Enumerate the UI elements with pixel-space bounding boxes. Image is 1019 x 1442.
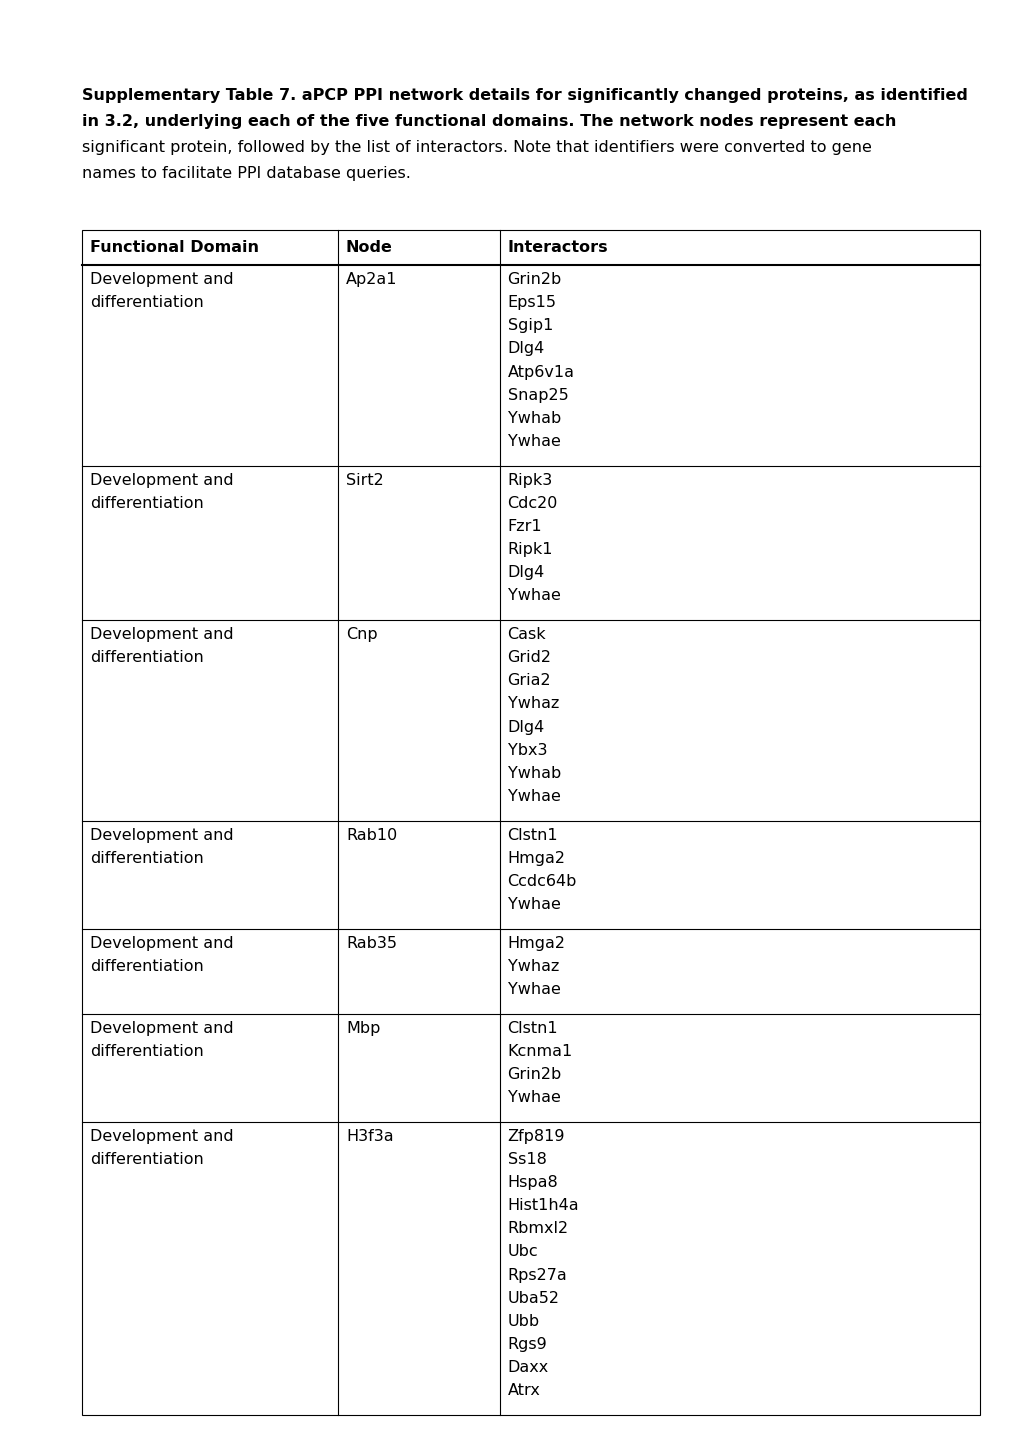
Text: differentiation: differentiation [90, 1044, 204, 1058]
Text: Grid2: Grid2 [507, 650, 551, 665]
Text: Snap25: Snap25 [507, 388, 568, 402]
Text: Functional Domain: Functional Domain [90, 239, 259, 255]
Text: Dlg4: Dlg4 [507, 565, 544, 580]
Text: Sgip1: Sgip1 [507, 319, 552, 333]
Text: Ywhae: Ywhae [507, 897, 559, 913]
Text: Ywhae: Ywhae [507, 1090, 559, 1105]
Text: Uba52: Uba52 [507, 1291, 559, 1306]
Text: Ywhab: Ywhab [507, 766, 560, 782]
Text: significant protein, followed by the list of interactors. Note that identifiers : significant protein, followed by the lis… [82, 140, 871, 154]
Text: Mbp: Mbp [345, 1021, 380, 1035]
Text: names to facilitate PPI database queries.: names to facilitate PPI database queries… [82, 166, 411, 182]
Text: Ripk3: Ripk3 [507, 473, 552, 487]
Text: Development and: Development and [90, 1129, 233, 1144]
Text: Hmga2: Hmga2 [507, 851, 565, 865]
Text: Ywhae: Ywhae [507, 434, 559, 448]
Text: Fzr1: Fzr1 [507, 519, 542, 534]
Text: Ybx3: Ybx3 [507, 743, 546, 758]
Text: Clstn1: Clstn1 [507, 828, 557, 842]
Text: Cask: Cask [507, 627, 545, 642]
Text: Cdc20: Cdc20 [507, 496, 557, 510]
Text: Ripk1: Ripk1 [507, 542, 552, 557]
Text: Daxx: Daxx [507, 1360, 548, 1376]
Text: Ap2a1: Ap2a1 [345, 273, 397, 287]
Text: Grin2b: Grin2b [507, 273, 561, 287]
Text: Ccdc64b: Ccdc64b [507, 874, 577, 890]
Text: Hist1h4a: Hist1h4a [507, 1198, 579, 1213]
Text: Atp6v1a: Atp6v1a [507, 365, 574, 379]
Text: Eps15: Eps15 [507, 296, 556, 310]
Text: Kcnma1: Kcnma1 [507, 1044, 573, 1058]
Text: Node: Node [345, 239, 392, 255]
Text: differentiation: differentiation [90, 296, 204, 310]
Text: Dlg4: Dlg4 [507, 342, 544, 356]
Text: Ubb: Ubb [507, 1314, 539, 1330]
Text: Gria2: Gria2 [507, 673, 550, 688]
Text: Development and: Development and [90, 1021, 233, 1035]
Text: Ywhae: Ywhae [507, 982, 559, 996]
Text: Development and: Development and [90, 473, 233, 487]
Text: Ywhae: Ywhae [507, 588, 559, 603]
Text: Atrx: Atrx [507, 1383, 540, 1399]
Text: Sirt2: Sirt2 [345, 473, 383, 487]
Text: Zfp819: Zfp819 [507, 1129, 565, 1144]
Text: Ywhab: Ywhab [507, 411, 560, 425]
Text: Ywhae: Ywhae [507, 789, 559, 805]
Text: Rps27a: Rps27a [507, 1268, 567, 1282]
Text: Clstn1: Clstn1 [507, 1021, 557, 1035]
Text: Interactors: Interactors [507, 239, 607, 255]
Text: Rab35: Rab35 [345, 936, 396, 950]
Bar [82, 231, 979, 1415]
Text: Grin2b: Grin2b [507, 1067, 561, 1082]
Text: H3f3a: H3f3a [345, 1129, 393, 1144]
Text: differentiation: differentiation [90, 1152, 204, 1167]
Text: Development and: Development and [90, 828, 233, 842]
Text: Cnp: Cnp [345, 627, 377, 642]
Text: in 3.2, underlying each of the five functional domains. The network nodes repres: in 3.2, underlying each of the five func… [82, 114, 896, 128]
Text: Ss18: Ss18 [507, 1152, 546, 1167]
Text: Ubc: Ubc [507, 1244, 538, 1259]
Text: Development and: Development and [90, 273, 233, 287]
Text: Dlg4: Dlg4 [507, 720, 544, 734]
Text: Rab10: Rab10 [345, 828, 396, 842]
Text: differentiation: differentiation [90, 959, 204, 973]
Text: Hmga2: Hmga2 [507, 936, 565, 950]
Text: Supplementary Table 7. aPCP PPI network details for significantly changed protei: Supplementary Table 7. aPCP PPI network … [82, 88, 967, 102]
Text: Development and: Development and [90, 936, 233, 950]
Text: differentiation: differentiation [90, 851, 204, 865]
Text: Development and: Development and [90, 627, 233, 642]
Text: differentiation: differentiation [90, 496, 204, 510]
Text: differentiation: differentiation [90, 650, 204, 665]
Text: Ywhaz: Ywhaz [507, 696, 558, 711]
Text: Rbmxl2: Rbmxl2 [507, 1221, 569, 1236]
Text: Ywhaz: Ywhaz [507, 959, 558, 973]
Text: Hspa8: Hspa8 [507, 1175, 557, 1190]
Text: Rgs9: Rgs9 [507, 1337, 547, 1353]
